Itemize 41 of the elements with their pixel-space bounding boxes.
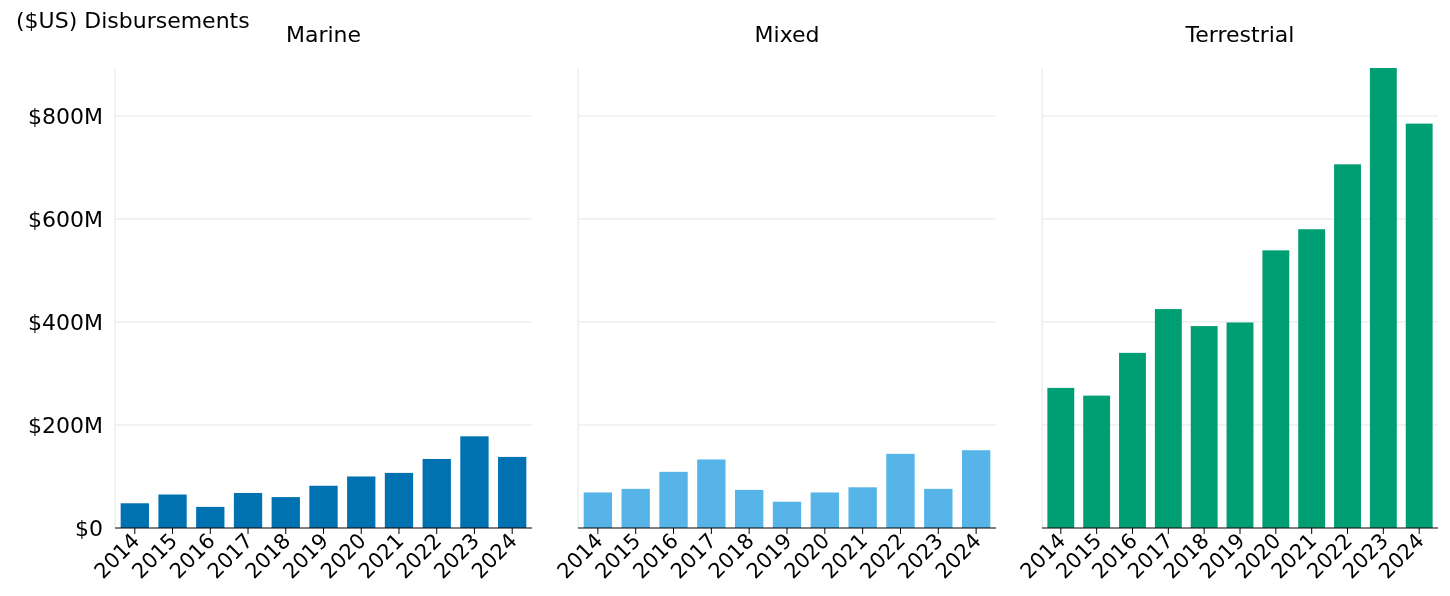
y-tick-label: $800M <box>28 103 103 129</box>
chart-title: Marine <box>285 22 362 47</box>
bar <box>1190 326 1218 528</box>
chart-title: Mixed <box>754 22 820 47</box>
bar <box>1083 395 1111 528</box>
bar <box>1226 322 1254 528</box>
bar <box>460 436 489 528</box>
bar <box>498 456 527 528</box>
bar <box>233 492 263 528</box>
bar <box>886 453 915 528</box>
chart-title: Terrestrial <box>1184 22 1295 47</box>
bar <box>196 506 225 528</box>
bar <box>961 450 991 528</box>
bar <box>384 472 414 528</box>
y-tick-label: $400M <box>28 309 103 335</box>
bar <box>1119 352 1146 528</box>
bar <box>659 471 688 528</box>
bar <box>1405 123 1433 528</box>
bar <box>1262 250 1290 528</box>
bar <box>120 503 149 528</box>
bar <box>422 458 451 528</box>
bar <box>772 501 802 528</box>
y-axis-title: ($US) Disbursements <box>16 8 250 33</box>
bar <box>924 488 953 528</box>
bar <box>1369 68 1397 528</box>
bar <box>848 487 877 528</box>
bar <box>1047 387 1075 528</box>
bar <box>158 494 187 528</box>
bar <box>810 492 840 528</box>
bar <box>697 459 726 528</box>
bar <box>1298 229 1326 528</box>
y-tick-label: $200M <box>28 412 103 438</box>
bar <box>271 497 300 528</box>
bar <box>621 488 650 528</box>
bar <box>734 489 764 528</box>
bar <box>309 485 338 528</box>
bar <box>1334 164 1361 528</box>
bar <box>1154 309 1182 528</box>
bar <box>583 492 613 528</box>
y-tick-label: $600M <box>28 206 103 232</box>
bar <box>347 476 376 528</box>
